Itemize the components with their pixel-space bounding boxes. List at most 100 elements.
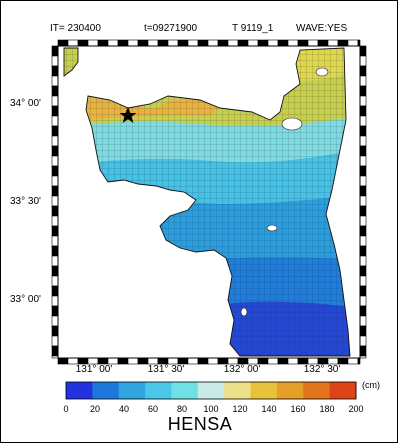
frame-segment bbox=[97, 39, 109, 47]
frame-segment bbox=[147, 39, 159, 47]
frame-segment bbox=[337, 39, 349, 47]
frame-segment bbox=[51, 225, 59, 237]
colorbar-tick-label: 0 bbox=[63, 404, 69, 414]
colorbar-tick-label: 80 bbox=[176, 404, 188, 414]
colorbar-tick-label: 100 bbox=[203, 404, 219, 414]
frame-segment bbox=[267, 357, 279, 365]
frame-segment bbox=[359, 265, 367, 277]
lat-label-33-00: 33° 00' bbox=[10, 294, 41, 305]
frame-segment bbox=[197, 39, 209, 47]
map-frame bbox=[51, 39, 367, 365]
colorbar-swatch bbox=[171, 382, 199, 399]
frame-segment bbox=[51, 275, 59, 287]
colorbar-tick-label: 180 bbox=[319, 404, 335, 414]
frame-segment bbox=[137, 357, 149, 365]
frame-segment bbox=[187, 39, 199, 47]
frame-segment bbox=[51, 325, 59, 337]
lon-label-131-00: 131° 00' bbox=[75, 364, 113, 375]
island bbox=[266, 224, 278, 232]
wave-label: WAVE:YES bbox=[296, 23, 348, 34]
frame-segment bbox=[51, 245, 59, 257]
frame-segment bbox=[359, 125, 367, 137]
frame-segment bbox=[51, 255, 59, 267]
frame-segment bbox=[359, 115, 367, 127]
frame-segment bbox=[51, 125, 59, 137]
frame-segment bbox=[359, 145, 367, 157]
frame-segment bbox=[117, 357, 129, 365]
colorbar-swatch bbox=[224, 382, 252, 399]
frame-segment bbox=[51, 155, 59, 167]
iteration-label: IT= 230400 bbox=[50, 23, 101, 34]
frame-segment bbox=[359, 105, 367, 117]
frame-segment bbox=[307, 39, 319, 47]
frame-segment bbox=[359, 275, 367, 287]
colorbar-swatch bbox=[197, 382, 225, 399]
frame-segment bbox=[51, 75, 59, 87]
frame-segment bbox=[117, 39, 129, 47]
frame-segment bbox=[107, 39, 119, 47]
lon-label-132-30: 132° 30' bbox=[303, 364, 341, 375]
frame-segment bbox=[127, 357, 139, 365]
frame-segment bbox=[51, 85, 59, 97]
frame-segment bbox=[359, 355, 367, 359]
frame-segment bbox=[297, 39, 309, 47]
colorbar-tick-label: 120 bbox=[232, 404, 248, 414]
frame-segment bbox=[227, 39, 239, 47]
lat-label-33-30: 33° 30' bbox=[10, 196, 41, 207]
frame-segment bbox=[51, 185, 59, 197]
frame-segment bbox=[207, 39, 219, 47]
frame-segment bbox=[217, 39, 229, 47]
frame-segment bbox=[359, 155, 367, 167]
colorbar-tick-label: 60 bbox=[147, 404, 159, 414]
frame-segment bbox=[51, 95, 59, 107]
colorbar-unit: (cm) bbox=[362, 380, 380, 390]
frame-segment bbox=[87, 39, 99, 47]
frame-segment bbox=[359, 245, 367, 257]
colorbar-swatch bbox=[303, 382, 331, 399]
map-border bbox=[57, 45, 361, 359]
frame-segment bbox=[359, 205, 367, 217]
frame-segment bbox=[277, 357, 289, 365]
frame-segment bbox=[359, 285, 367, 297]
lon-label-131-30: 131° 30' bbox=[147, 364, 185, 375]
frame-segment bbox=[359, 345, 367, 357]
frame-segment bbox=[359, 195, 367, 207]
colorbar bbox=[65, 381, 357, 400]
frame-segment bbox=[359, 45, 367, 57]
frame-segment bbox=[359, 305, 367, 317]
frame-segment bbox=[51, 205, 59, 217]
frame-segment bbox=[67, 39, 79, 47]
frame-segment bbox=[359, 295, 367, 307]
colorbar-swatch bbox=[145, 382, 172, 399]
frame-segment bbox=[51, 265, 59, 277]
island bbox=[281, 117, 303, 131]
frame-segment bbox=[187, 357, 199, 365]
frame-segment bbox=[359, 215, 367, 227]
frame-segment bbox=[267, 39, 279, 47]
frame-segment bbox=[347, 357, 359, 365]
frame-segment bbox=[77, 39, 89, 47]
frame-segment bbox=[327, 39, 339, 47]
lon-label-132-00: 132° 00' bbox=[223, 364, 261, 375]
colorbar-swatch bbox=[329, 382, 357, 399]
frame-segment bbox=[51, 345, 59, 357]
frame-segment bbox=[359, 85, 367, 97]
frame-segment bbox=[137, 39, 149, 47]
frame-segment bbox=[359, 65, 367, 77]
frame-segment bbox=[167, 39, 179, 47]
colorbar-tick-label: 140 bbox=[261, 404, 277, 414]
frame-segment bbox=[51, 355, 59, 359]
frame-segment bbox=[51, 105, 59, 117]
frame-segment bbox=[359, 135, 367, 147]
frame-segment bbox=[359, 325, 367, 337]
frame-segment bbox=[207, 357, 219, 365]
frame-segment bbox=[51, 305, 59, 317]
frame-segment bbox=[127, 39, 139, 47]
colorbar-border bbox=[65, 381, 357, 400]
frame-segment bbox=[359, 225, 367, 237]
frame-segment bbox=[197, 357, 209, 365]
frame-segment bbox=[359, 335, 367, 347]
frame-segment bbox=[359, 315, 367, 327]
frame-segment bbox=[347, 39, 359, 47]
